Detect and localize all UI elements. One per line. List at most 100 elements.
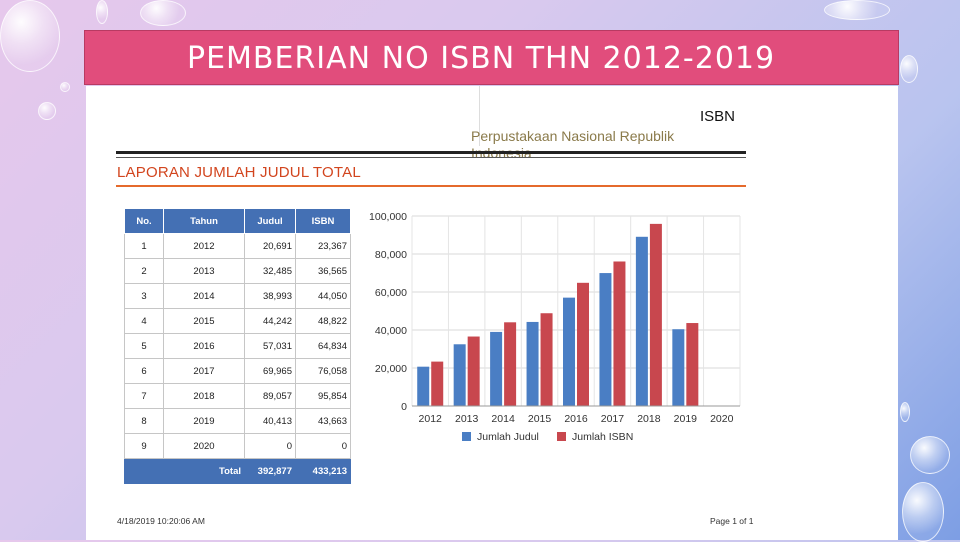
bar	[453, 344, 466, 406]
y-tick-label: 60,000	[375, 287, 407, 299]
bar	[540, 313, 553, 406]
table-row: 1 2012 20,691 23,367	[124, 233, 351, 259]
table-row: 9 2020 0 0	[124, 433, 351, 459]
table-cell: 23,367	[295, 233, 351, 259]
table-cell: 44,242	[244, 308, 296, 334]
column-header: Judul	[244, 208, 296, 234]
table-row: 8 2019 40,413 43,663	[124, 408, 351, 434]
bar	[563, 297, 575, 406]
droplet	[824, 0, 890, 20]
table-cell	[124, 458, 164, 484]
x-tick-label: 2013	[455, 413, 479, 425]
column-header: ISBN	[295, 208, 351, 234]
table-cell: 2012	[163, 233, 245, 259]
table-row: 4 2015 44,242 48,822	[124, 308, 351, 334]
total-isbn: 433,213	[295, 458, 351, 484]
droplet	[38, 102, 56, 120]
table-cell: 4	[124, 308, 164, 334]
table-cell: 2017	[163, 358, 245, 384]
bar	[490, 331, 503, 406]
legend-swatch	[557, 432, 566, 441]
table-total-row: Total 392,877 433,213	[124, 458, 351, 484]
legend-label: Jumlah ISBN	[572, 431, 633, 443]
table-cell: 40,413	[244, 408, 296, 434]
report-document: ISBN Perpustakaan Nasional Republik Indo…	[86, 86, 898, 540]
table-cell: 3	[124, 283, 164, 309]
droplet	[900, 402, 910, 422]
table-row: 6 2017 69,965 76,058	[124, 358, 351, 384]
table-cell: 36,565	[295, 258, 351, 284]
bar	[504, 322, 517, 406]
page-number: Page 1 of 1	[710, 516, 754, 526]
table-cell: 32,485	[244, 258, 296, 284]
bar	[649, 223, 662, 406]
table-row: 3 2014 38,993 44,050	[124, 283, 351, 309]
table-cell: 20,691	[244, 233, 296, 259]
table-cell: 2014	[163, 283, 245, 309]
droplet	[902, 482, 944, 542]
organization-line: Perpustakaan Nasional Republik	[471, 128, 675, 144]
bar-chart: 0 20,000 40,000 60,000 80,000 100,000 2012 2013…	[369, 211, 741, 443]
table-cell: 69,965	[244, 358, 296, 384]
y-tick-label: 100,000	[369, 211, 407, 223]
report-title: LAPORAN JUMLAH JUDUL TOTAL	[117, 164, 361, 181]
table-cell: 2	[124, 258, 164, 284]
table-header-row: No. Tahun Judul ISBN	[124, 208, 351, 234]
column-header: Tahun	[163, 208, 245, 234]
y-tick-label: 40,000	[375, 325, 407, 337]
table-cell: 2013	[163, 258, 245, 284]
table-cell: 38,993	[244, 283, 296, 309]
x-tick-label: 2014	[491, 413, 515, 425]
table-cell: 6	[124, 358, 164, 384]
table-cell: 2020	[163, 433, 245, 459]
total-label: Total	[163, 458, 245, 484]
divider	[116, 185, 746, 187]
table-cell: 1	[124, 233, 164, 259]
table-cell: 2019	[163, 408, 245, 434]
bar	[672, 329, 685, 406]
bar	[467, 336, 480, 406]
total-judul: 392,877	[244, 458, 296, 484]
table-cell: 0	[295, 433, 351, 459]
data-table: No. Tahun Judul ISBN 1 2012 20,691 23,367 2…	[124, 208, 351, 484]
table-cell: 76,058	[295, 358, 351, 384]
legend-swatch	[462, 432, 471, 441]
bar	[526, 321, 539, 406]
bar	[599, 273, 612, 406]
table-cell: 44,050	[295, 283, 351, 309]
table-cell: 7	[124, 383, 164, 409]
x-tick-label: 2019	[674, 413, 698, 425]
bar	[613, 261, 626, 406]
x-tick-label: 2020	[710, 413, 734, 425]
bar	[577, 282, 589, 406]
table-cell: 9	[124, 433, 164, 459]
bar	[431, 361, 444, 406]
table-cell: 48,822	[295, 308, 351, 334]
droplet	[140, 0, 186, 26]
divider	[479, 86, 480, 146]
table-cell: 5	[124, 333, 164, 359]
bar	[417, 366, 430, 406]
x-tick-label: 2018	[637, 413, 661, 425]
table-cell: 89,057	[244, 383, 296, 409]
report-timestamp: 4/18/2019 10:20:06 AM	[117, 516, 205, 526]
bar	[686, 323, 699, 406]
table-cell: 8	[124, 408, 164, 434]
droplet	[900, 55, 918, 83]
table-cell: 2018	[163, 383, 245, 409]
table-cell: 0	[244, 433, 296, 459]
y-tick-label: 20,000	[375, 363, 407, 375]
y-tick-label: 80,000	[375, 249, 407, 261]
droplet	[0, 0, 60, 72]
table-cell: 64,834	[295, 333, 351, 359]
column-header: No.	[124, 208, 164, 234]
table-cell: 95,854	[295, 383, 351, 409]
legend-label: Jumlah Judul	[477, 431, 539, 443]
x-tick-label: 2012	[419, 413, 443, 425]
isbn-label: ISBN	[700, 108, 736, 125]
bar	[635, 236, 648, 406]
table-row: 5 2016 57,031 64,834	[124, 333, 351, 359]
divider	[116, 157, 746, 158]
droplet	[96, 0, 108, 24]
x-tick-label: 2016	[564, 413, 588, 425]
